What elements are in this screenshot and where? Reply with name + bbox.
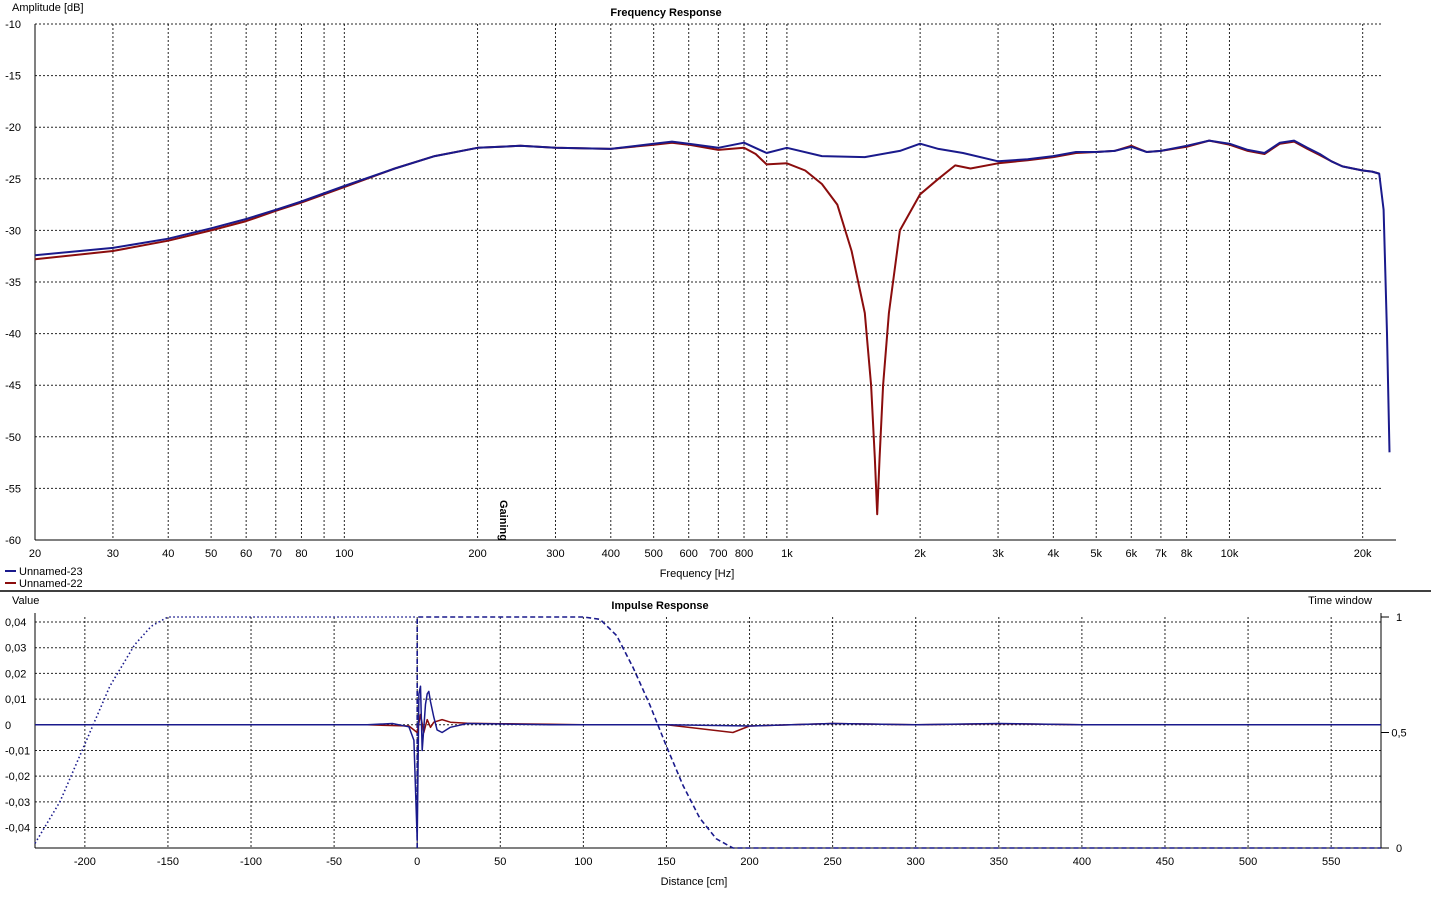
fr-title: Frequency Response xyxy=(610,7,721,19)
ir-x-tick-label: 350 xyxy=(990,856,1008,868)
ir-window-right xyxy=(416,616,1381,849)
fr-x-tick-label: 7k xyxy=(1155,548,1167,560)
fr-y-tick-label: -10 xyxy=(5,19,21,31)
fr-x-tick-label: 70 xyxy=(270,548,282,560)
ir-x-tick-label: 200 xyxy=(740,856,758,868)
ir-y2-tick-label: 0 xyxy=(1396,843,1402,855)
fr-x-tick-label: 80 xyxy=(295,548,307,560)
fr-x-tick-label: 20k xyxy=(1354,548,1372,560)
fr-x-tick-label: 100 xyxy=(335,548,353,560)
fr-y-tick-label: -60 xyxy=(5,535,21,547)
ir-x-tick-label: 550 xyxy=(1322,856,1340,868)
ir-x-tick-label: -100 xyxy=(240,856,262,868)
fr-x-tick-label: 5k xyxy=(1090,548,1102,560)
fr-x-tick-label: 600 xyxy=(680,548,698,560)
frequency-response-plot: -10 -15 -20 -25 -30 -35 -40 -45 -50 -55 -60 20 30 40 5… xyxy=(5,19,1396,560)
ir-x-tick-label: 300 xyxy=(907,856,925,868)
fr-x-tick-label: 700 xyxy=(709,548,727,560)
ir-y2-tick-label: 0,5 xyxy=(1391,728,1406,740)
fr-y-tick-label: -15 xyxy=(5,71,21,83)
fr-x-tick-label: 30 xyxy=(107,548,119,560)
fr-x-tick-label: 300 xyxy=(546,548,564,560)
fr-x-tick-label: 1k xyxy=(781,548,793,560)
ir-x-tick-label: 100 xyxy=(574,856,592,868)
ir-y-axis-label: Value xyxy=(12,595,39,607)
fr-x-tick-label: 2k xyxy=(914,548,926,560)
ir-x-tick-label: 250 xyxy=(823,856,841,868)
ir-x-tick-label: 500 xyxy=(1239,856,1257,868)
legend-label-unnamed-22: Unnamed-22 xyxy=(19,578,83,590)
ir-series-unnamed-22 xyxy=(35,713,1381,734)
ir-y-tick-label: -0,03 xyxy=(5,797,30,809)
ir-y-tick-label: -0,01 xyxy=(5,745,30,757)
fr-x-tick-label: 20 xyxy=(29,548,41,560)
ir-y-tick-label: 0 xyxy=(5,720,11,732)
ir-y-tick-label: 0,03 xyxy=(5,643,26,655)
fr-x-tick-label: 3k xyxy=(992,548,1004,560)
fr-x-axis-label: Frequency [Hz] xyxy=(660,568,735,580)
fr-y-tick-label: -30 xyxy=(5,225,21,237)
ir-x-tick-label: 150 xyxy=(657,856,675,868)
fr-y-tick-label: -35 xyxy=(5,277,21,289)
fr-y-tick-label: -40 xyxy=(5,329,21,341)
fr-x-tick-label: 400 xyxy=(602,548,620,560)
ir-y-tick-label: -0,04 xyxy=(5,823,30,835)
ir-y-tick-label: 0,02 xyxy=(5,668,26,680)
ir-x-tick-label: -200 xyxy=(74,856,96,868)
fr-y-tick-label: -45 xyxy=(5,380,21,392)
ir-x-tick-label: 400 xyxy=(1073,856,1091,868)
fr-annotation: Gaining xyxy=(497,500,509,541)
ir-x-tick-label: 450 xyxy=(1156,856,1174,868)
ir-x-tick-label: 50 xyxy=(494,856,506,868)
ir-window-left xyxy=(34,616,418,844)
fr-y-tick-label: -25 xyxy=(5,174,21,186)
ir-title: Impulse Response xyxy=(611,600,708,612)
fr-series-unnamed-22 xyxy=(34,139,1380,516)
ir-y-tick-label: 0,04 xyxy=(5,617,26,629)
fr-y-axis-label: Amplitude [dB] xyxy=(12,2,84,14)
impulse-response-plot: 0,04 0,03 0,02 0,01 0 -0,01 -0,02 -0,03 -0,04 -20… xyxy=(0,590,1431,868)
fr-x-tick-label: 800 xyxy=(735,548,753,560)
legend-label-unnamed-23: Unnamed-23 xyxy=(19,566,83,578)
ir-x-tick-label: -50 xyxy=(326,856,342,868)
ir-series-unnamed-23 xyxy=(35,685,1381,842)
fr-y-tick-label: -55 xyxy=(5,483,21,495)
fr-x-tick-label: 10k xyxy=(1221,548,1239,560)
legend: Unnamed-23 Unnamed-22 xyxy=(5,566,83,590)
fr-x-tick-label: 60 xyxy=(240,548,252,560)
fr-series-unnamed-23 xyxy=(34,139,1391,453)
fr-y-tick-label: -50 xyxy=(5,432,21,444)
fr-x-tick-label: 4k xyxy=(1048,548,1060,560)
fr-x-tick-label: 500 xyxy=(644,548,662,560)
ir-y-tick-label: -0,02 xyxy=(5,771,30,783)
ir-y-tick-label: 0,01 xyxy=(5,694,26,706)
ir-y2-tick-label: 1 xyxy=(1396,612,1402,624)
ir-y2-axis-label: Time window xyxy=(1308,595,1372,607)
ir-x-axis-label: Distance [cm] xyxy=(661,876,728,888)
fr-x-tick-label: 8k xyxy=(1181,548,1193,560)
fr-x-tick-label: 6k xyxy=(1125,548,1137,560)
fr-x-tick-label: 200 xyxy=(468,548,486,560)
fr-x-tick-label: 50 xyxy=(205,548,217,560)
ir-x-tick-label: 0 xyxy=(414,856,420,868)
fr-y-tick-label: -20 xyxy=(5,122,21,134)
ir-x-tick-label: -150 xyxy=(157,856,179,868)
fr-x-tick-label: 40 xyxy=(162,548,174,560)
